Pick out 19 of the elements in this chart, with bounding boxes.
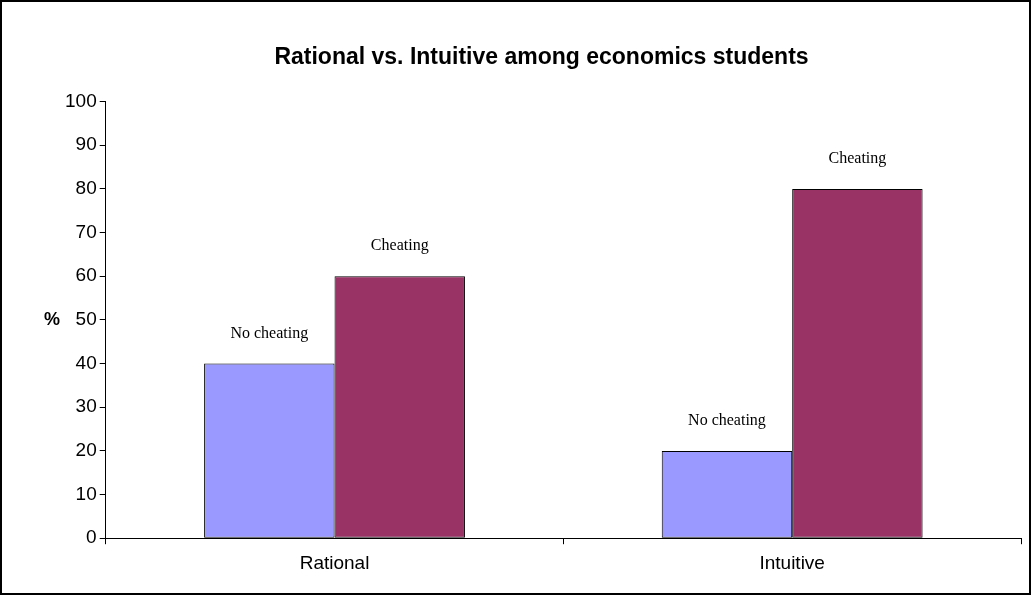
x-tick-label: Intuitive [759,551,825,573]
y-tick-label: 50 [75,308,97,330]
y-tick-label: 40 [75,351,97,373]
y-tick-label: 20 [75,439,97,461]
y-tick-label: 90 [75,133,97,155]
text: No cheating [688,411,766,429]
y-tick-label: 60 [75,264,97,286]
text: Cheating [370,236,429,254]
y-tick-label: 30 [75,395,97,417]
y-axis-title: % [43,308,61,329]
series-label: No cheating [230,323,309,342]
series-label: Cheating [828,149,887,168]
y-tick-label: 10 [75,482,97,504]
chart-title: Rational vs. Intuitive among economics students [274,43,809,70]
y-tick-label: 70 [75,220,97,242]
y-tick-label: 100 [65,89,97,111]
y-tick-label: 0 [86,526,97,548]
x-tick-label: Rational [299,551,370,573]
y-tick-label: 80 [75,177,97,199]
